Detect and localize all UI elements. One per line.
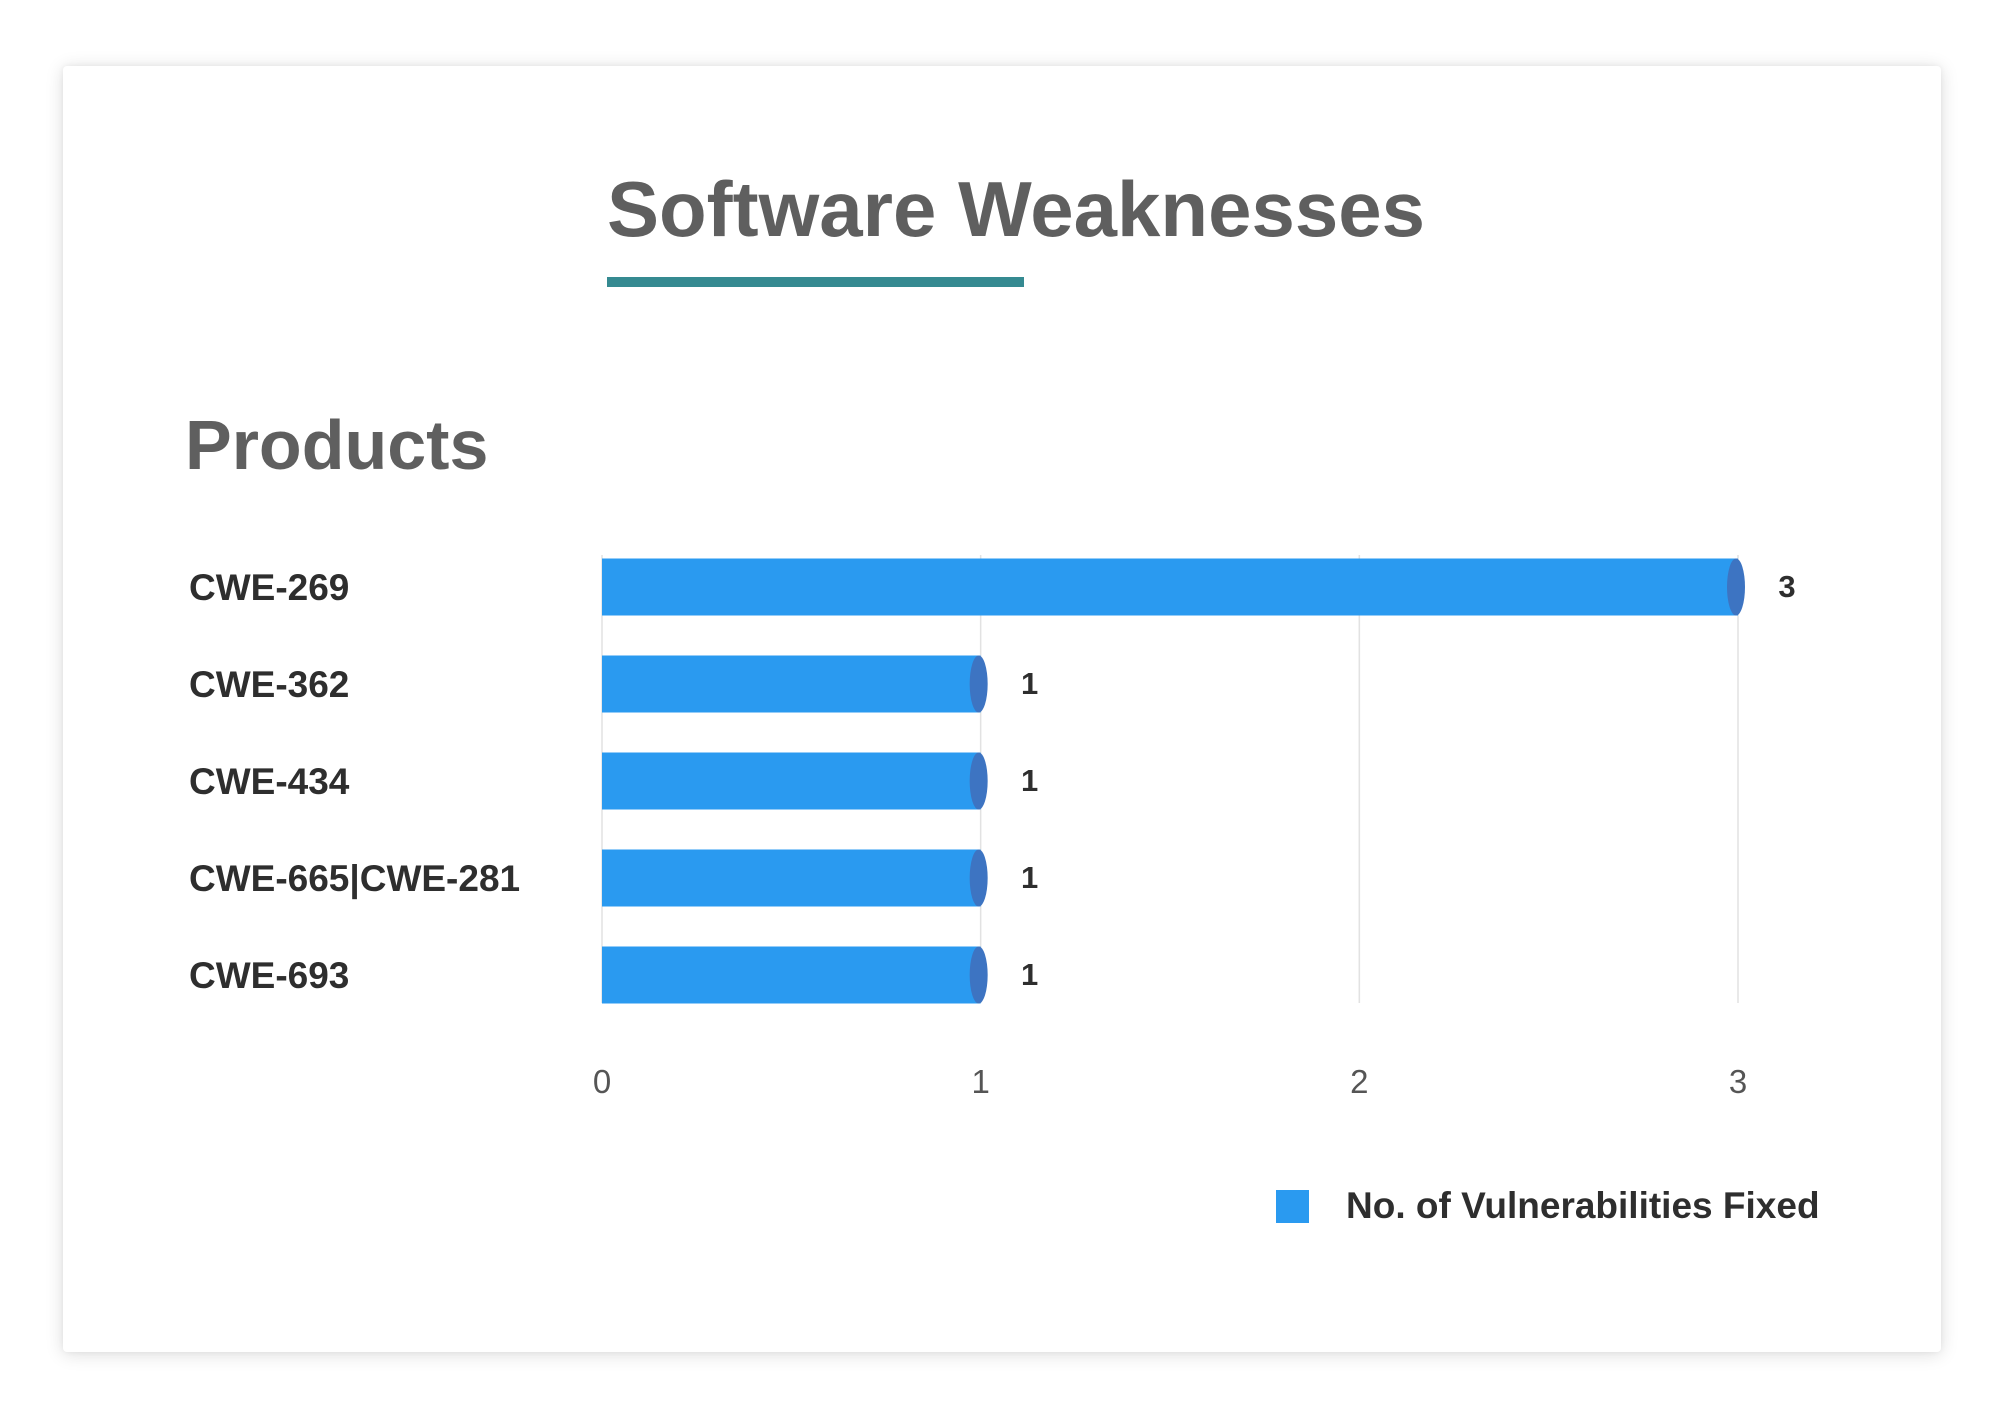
bar-end-cap [1727, 558, 1745, 616]
bar-end-cap [969, 655, 988, 713]
bar-end-cap [969, 849, 988, 907]
x-tick-label: 1 [971, 1063, 989, 1100]
bar [602, 655, 981, 713]
bars [602, 558, 1745, 1004]
data-label: 1 [1021, 763, 1038, 798]
bar [602, 558, 1738, 616]
bar [602, 752, 981, 810]
x-axis-ticks: 0 1 2 3 [593, 1063, 1747, 1100]
bar-end-cap [969, 752, 988, 810]
bar [602, 849, 981, 907]
category-label: CWE-269 [189, 567, 349, 608]
category-label: CWE-665|CWE-281 [189, 858, 520, 900]
data-label: 3 [1778, 569, 1795, 604]
bar-end-cap [969, 946, 988, 1004]
category-label: CWE-434 [189, 761, 350, 802]
x-tick-label: 0 [593, 1063, 611, 1100]
chart-title: Software Weaknesses [607, 165, 1425, 253]
x-tick-label: 3 [1729, 1063, 1747, 1100]
data-labels: 3 1 1 1 1 [1021, 569, 1796, 992]
category-label: CWE-693 [189, 955, 349, 996]
category-labels: CWE-269 CWE-362 CWE-434 CWE-665|CWE-281 CWE-… [189, 567, 520, 996]
legend-swatch [1276, 1189, 1309, 1223]
chart-subtitle: Products [185, 406, 489, 484]
category-label: CWE-362 [189, 664, 349, 705]
legend: No. of Vulnerabilities Fixed [1276, 1185, 1820, 1227]
legend-label: No. of Vulnerabilities Fixed [1346, 1185, 1820, 1226]
bar [602, 946, 981, 1004]
data-label: 1 [1021, 666, 1038, 701]
title-underline [607, 277, 1024, 287]
data-label: 1 [1021, 957, 1038, 992]
data-label: 1 [1021, 860, 1038, 895]
x-tick-label: 2 [1350, 1063, 1368, 1100]
